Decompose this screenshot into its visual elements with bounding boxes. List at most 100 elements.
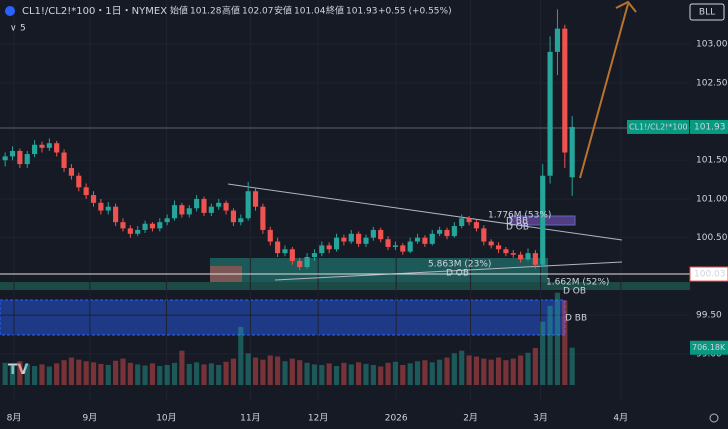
volume-bar [532,348,538,385]
volume-bar [525,352,531,385]
ohlc-value: 101.04 [294,7,326,17]
y-tick-label: 100.50 [696,233,728,243]
x-tick-label: 8月 [7,413,22,424]
volume-bar [179,350,185,385]
volume-bar [76,359,82,385]
volume-bar [223,361,229,385]
level-label: 100.03 [694,270,726,280]
candle-body [481,228,487,242]
candle-body [518,254,524,260]
volume-bar [32,366,38,385]
candle-body [260,206,266,230]
ohlc-label: 安値 [274,5,292,17]
indicator-box[interactable] [689,3,725,21]
candle-body [289,249,295,261]
symbol-icon [5,6,15,16]
indicator-name[interactable]: BLL [699,8,715,18]
volume-bar [311,364,318,385]
volume-bar [333,366,340,385]
ohlc-label: 始値 [170,5,188,17]
candle-body [333,237,340,250]
candle-body [451,226,457,237]
candle-body [135,229,141,234]
volume-bar [392,361,399,385]
candle-body [488,241,494,246]
candle-body [17,150,23,165]
volume-bar [356,362,362,385]
chart-title: CL1!/CL2!*100・1日・NYMEX [22,6,167,17]
ohlc-value: 101.93 [346,7,378,17]
price-tag [627,119,689,134]
candle-body [414,237,421,242]
candle-body [569,126,575,178]
volume-bar [400,364,406,385]
volume-bar [370,364,376,385]
volume-bar [245,353,251,385]
candle-body [540,175,546,265]
candle-body [495,245,502,250]
volume-bar [569,347,575,385]
volume-bar [142,365,148,385]
candle-body [385,239,391,247]
candle-body [149,223,156,229]
candle-body [378,229,384,240]
volume-bar [540,321,546,385]
candle-body [142,223,148,230]
volume-bar [378,366,384,385]
volume-bar [238,326,244,385]
volume-bar [164,364,170,385]
candle-body [127,228,133,234]
volume-bar [216,364,222,385]
change: +0.55 (+0.55%) [378,7,452,17]
last-price: 101.93 [694,122,726,132]
candle-body [54,143,60,153]
annotation: D OB [446,269,469,279]
y-tick-label: 103.00 [696,40,728,50]
ohlc-value: 102.07 [242,7,274,17]
annotation: 5.863M (23%) [428,260,491,270]
zones [0,0,690,400]
candle-body [407,241,413,252]
volume-bar [407,363,413,385]
volume-bar [201,364,207,385]
volume-bar [54,363,60,385]
candle-body [267,229,273,242]
volume-bar [194,362,200,385]
ohlc-value: 101.28 [190,7,222,17]
volume-bar [9,364,16,385]
volume-bar [319,364,325,385]
y-tick-label: 99.50 [696,311,722,321]
candle-body [24,154,30,165]
candle-body [98,202,104,211]
candle-body [186,208,192,215]
volume-bar [135,364,141,385]
candle-body [525,253,531,260]
candle-body [201,198,207,213]
annotation: D BB [506,217,528,227]
volume-bar [510,358,516,385]
volume-bar [562,300,568,385]
volume-bar [473,356,480,385]
candle-body [245,191,251,219]
volume-bar [451,353,457,385]
candle-body [341,237,347,242]
candle-body [422,237,428,244]
volume-bar [495,357,502,385]
volume-bar [488,359,494,385]
x-tick-label: 10月 [156,413,176,424]
volume-bar [518,355,524,385]
settings-icon[interactable] [709,413,719,423]
volume-bar [554,292,561,385]
candle-body [9,150,16,157]
logo: TV [8,362,29,378]
volume-bar [127,362,133,385]
volume-bar [260,359,266,385]
volume-bar [414,361,421,385]
volume-bar [422,360,428,385]
x-tick-label: 12月 [308,413,328,424]
candle-body [510,253,516,255]
candle-body [466,218,472,223]
candle-body [311,253,318,258]
collapse-icon: ∨ [10,24,17,34]
candle-body [238,218,244,223]
